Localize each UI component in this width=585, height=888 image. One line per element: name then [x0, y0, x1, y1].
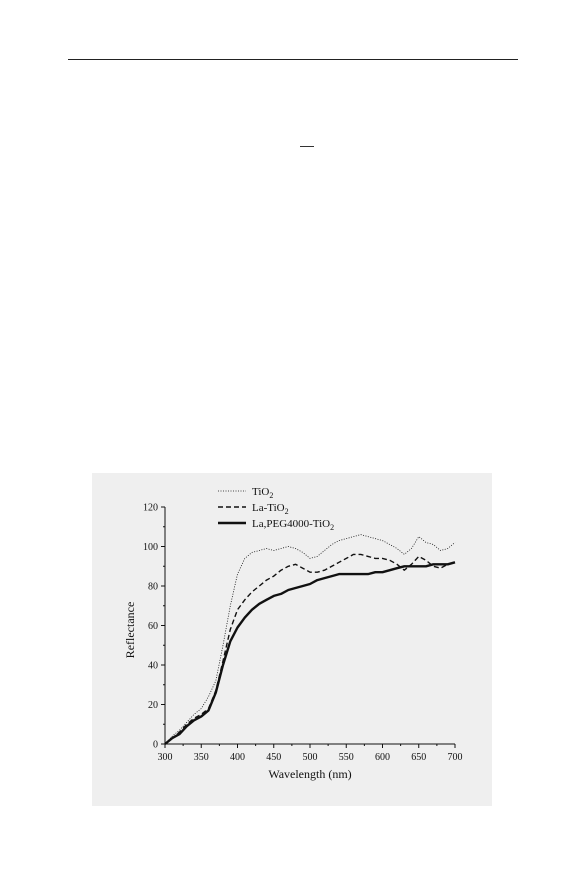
page-header-rule: [68, 59, 518, 60]
x-tick-label: 550: [339, 752, 354, 763]
x-tick-label: 600: [375, 752, 390, 763]
y-tick-label: 120: [143, 503, 158, 514]
figure-panel: [92, 473, 492, 806]
series-line-3: [164, 561, 456, 745]
y-axis-label: Reflectance: [123, 602, 137, 659]
legend-label-1: TiO2: [252, 486, 273, 500]
series-line-1: [164, 534, 456, 745]
y-tick-label: 20: [148, 700, 158, 711]
y-tick-label: 100: [143, 542, 158, 553]
equation-fraction-bar: [300, 146, 314, 147]
x-tick-label: 650: [411, 752, 426, 763]
x-tick-label: 700: [448, 752, 463, 763]
x-axis-label: Wavelength (nm): [268, 767, 351, 781]
x-tick-label: 450: [266, 752, 281, 763]
x-tick-label: 500: [303, 752, 318, 763]
x-tick-label: 300: [158, 752, 173, 763]
y-tick-label: 80: [148, 582, 158, 593]
y-tick-label: 40: [148, 661, 158, 672]
y-tick-label: 0: [153, 740, 158, 751]
legend-label-2: La-TiO2: [252, 502, 289, 516]
legend-label-3: La,PEG4000-TiO2: [252, 518, 334, 532]
x-tick-label: 350: [194, 752, 209, 763]
x-tick-label: 400: [230, 752, 245, 763]
series-line-2: [164, 553, 456, 745]
y-tick-label: 60: [148, 621, 158, 632]
